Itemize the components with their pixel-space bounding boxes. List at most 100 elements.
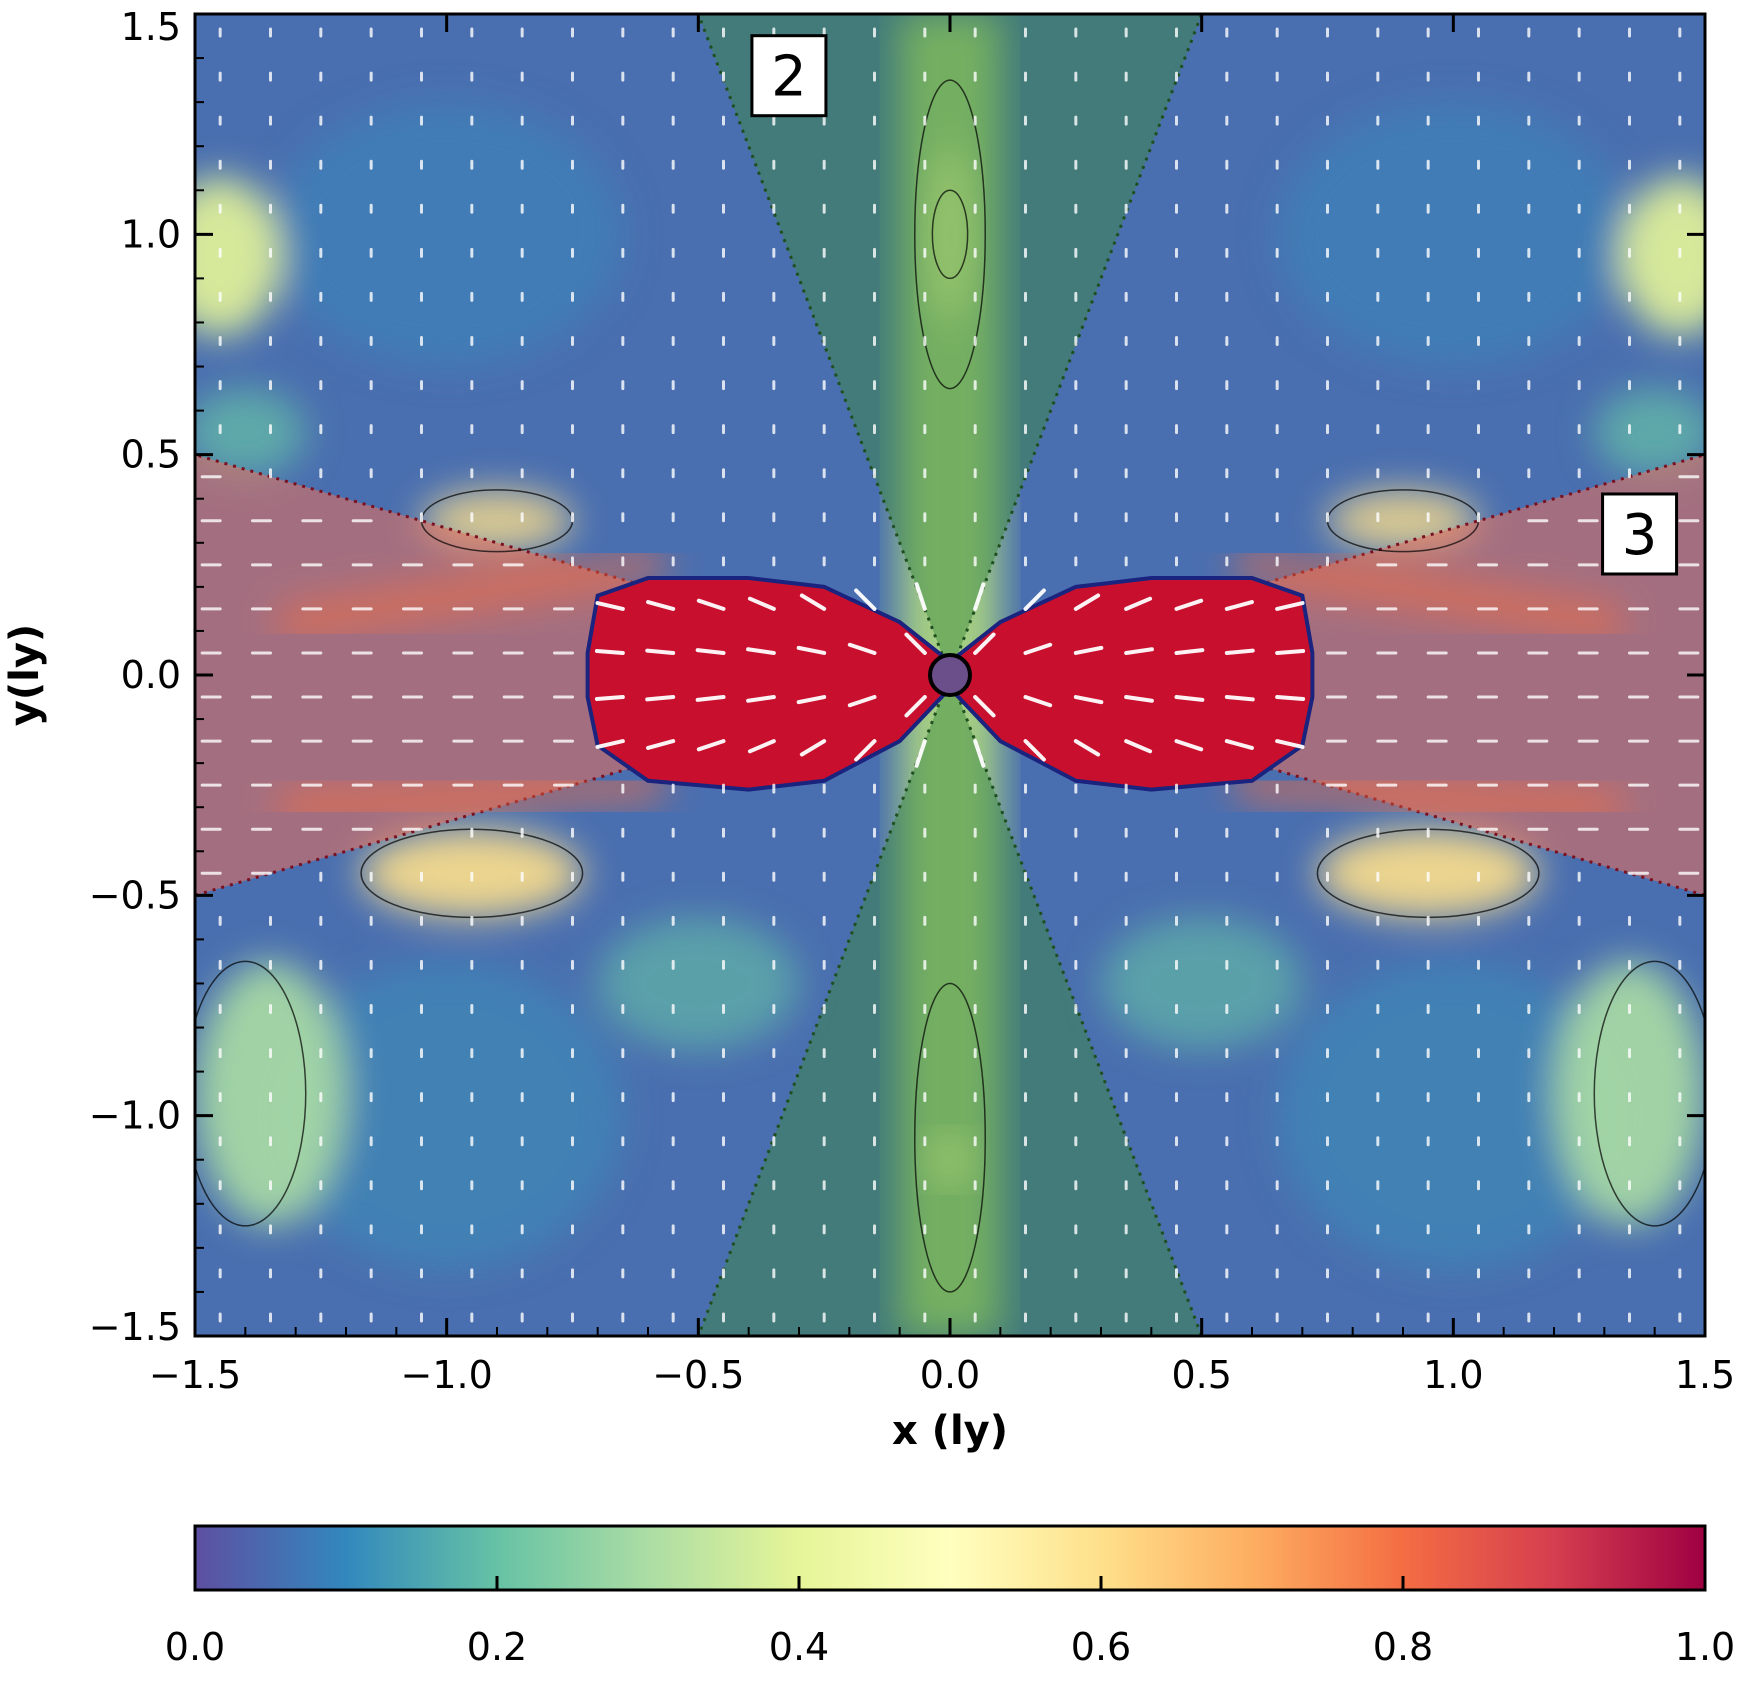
x-tick-label: −1.5 [149,1353,241,1397]
central-source [928,653,972,697]
velocity-arrow [1023,642,1053,655]
colorbar-ticks: 0.0 0.2 0.4 0.6 0.8 1.0 [165,1576,1735,1669]
y-tick-label: 1.5 [121,5,181,49]
velocity-arrow [646,739,676,750]
velocity-arrow [1124,596,1153,611]
velocity-arrow [594,648,625,655]
region-layer [195,14,1705,1336]
velocity-arrow [854,588,877,611]
velocity-arrow [914,739,927,768]
velocity-arrow [645,695,676,702]
velocity-arrow [1174,739,1204,752]
heatmap-blob [1619,177,1705,336]
y-tick-label: 0.0 [121,653,181,697]
heatmap-blob [597,917,799,1050]
velocity-arrow [1174,695,1205,702]
velocity-arrow [799,593,827,611]
velocity-arrow [695,695,726,702]
contour-line [931,189,969,280]
heatmap-blob [270,961,623,1270]
velocity-arrow [796,695,827,705]
contour-line [1593,960,1705,1227]
heatmap-blob [1594,388,1705,477]
filament [275,544,668,643]
x-tick-label: 1.5 [1675,1353,1735,1397]
velocity-arrow [1224,648,1255,655]
velocity-arrow [594,695,625,702]
y-tick-label: −1.5 [89,1305,181,1349]
velocity-arrow [1174,598,1204,611]
velocity-arrow [645,648,676,655]
velocity-arrow [595,739,625,749]
y-tick-label: 0.5 [121,433,181,477]
colorbar-tick-label: 0.2 [467,1625,527,1669]
heatmap-blob [1277,102,1630,367]
velocity-arrow [1073,593,1101,611]
central-lobe-left [585,576,952,792]
x-tick-label: 0.5 [1171,1353,1231,1397]
velocity-arrow [799,739,827,757]
central-lobe-right [948,576,1315,792]
velocity-arrow [696,739,726,752]
velocity-arrow [1275,695,1306,702]
y-tick-label: −1.0 [89,1094,181,1138]
velocity-arrow [746,647,776,655]
velocity-arrow [1275,739,1305,749]
velocity-arrow [1224,600,1254,611]
velocity-arrow [904,695,927,718]
colorbar-tick-label: 0.6 [1071,1625,1131,1669]
x-tick-label: −1.0 [401,1353,493,1397]
velocity-arrow [696,598,726,611]
velocity-arrow [747,596,776,611]
plot-area: 23 −1.5 −1.0 −0.5 0.0 0.5 1.0 1.5 1.5 1.0 0.5 0.0… [89,5,1736,1397]
velocity-arrow [646,600,676,611]
velocity-arrow [1275,648,1306,655]
lobe-layer [585,576,1315,792]
jet-knot [924,146,976,323]
velocity-arrow [1224,739,1254,750]
filament [1232,544,1625,643]
x-tick-label: −0.5 [652,1353,744,1397]
y-axis-ticks: 1.5 1.0 0.5 0.0 −0.5 −1.0 −1.5 [89,5,1705,1349]
velocity-arrow [796,645,827,655]
velocity-arrow [904,632,927,655]
colorbar-tick-label: 1.0 [1675,1625,1735,1669]
velocity-arrow [746,695,776,703]
filament [275,765,668,828]
velocity-arrow [973,739,986,768]
colorbar-gradient [193,1524,1707,1592]
velocity-arrow [847,642,877,655]
velocity-arrow [695,648,726,655]
region-labels: 23 [750,34,1679,576]
region-2-label: 2 [771,45,807,110]
x-axis-title: x (ly) [892,1408,1008,1454]
velocity-arrow [1073,739,1101,757]
velocity-arrow [1023,588,1046,611]
velocity-arrow [1224,695,1255,702]
velocity-arrow [847,695,877,708]
velocity-arrow [595,601,625,611]
velocity-arrow [854,739,877,762]
contour-line [914,79,986,390]
velocity-arrow [973,582,986,611]
y-tick-label: 1.0 [121,212,181,256]
velocity-arrow [1174,648,1205,655]
y-axis-title: y(ly) [2,624,48,726]
jet-knot [924,1134,976,1185]
colorbar-tick-label: 0.0 [165,1625,225,1669]
x-tick-label: 1.0 [1423,1353,1483,1397]
velocity-arrow [914,582,927,611]
region-2-label-box [750,34,828,118]
contour-line [914,982,986,1293]
velocity-arrow [1073,695,1104,705]
velocity-arrow [973,632,996,655]
contour-line [195,960,307,1227]
heatmap-blob [1101,917,1303,1050]
x-axis-ticks: −1.5 −1.0 −0.5 0.0 0.5 1.0 1.5 [149,14,1735,1397]
velocity-arrow [747,739,776,754]
colorbar-tick-label: 0.4 [769,1625,829,1669]
heatmap-blob [1277,961,1630,1270]
colorbar: 0.0 0.2 0.4 0.6 0.8 1.0 [165,1524,1735,1669]
y-tick-label: −0.5 [89,873,181,917]
